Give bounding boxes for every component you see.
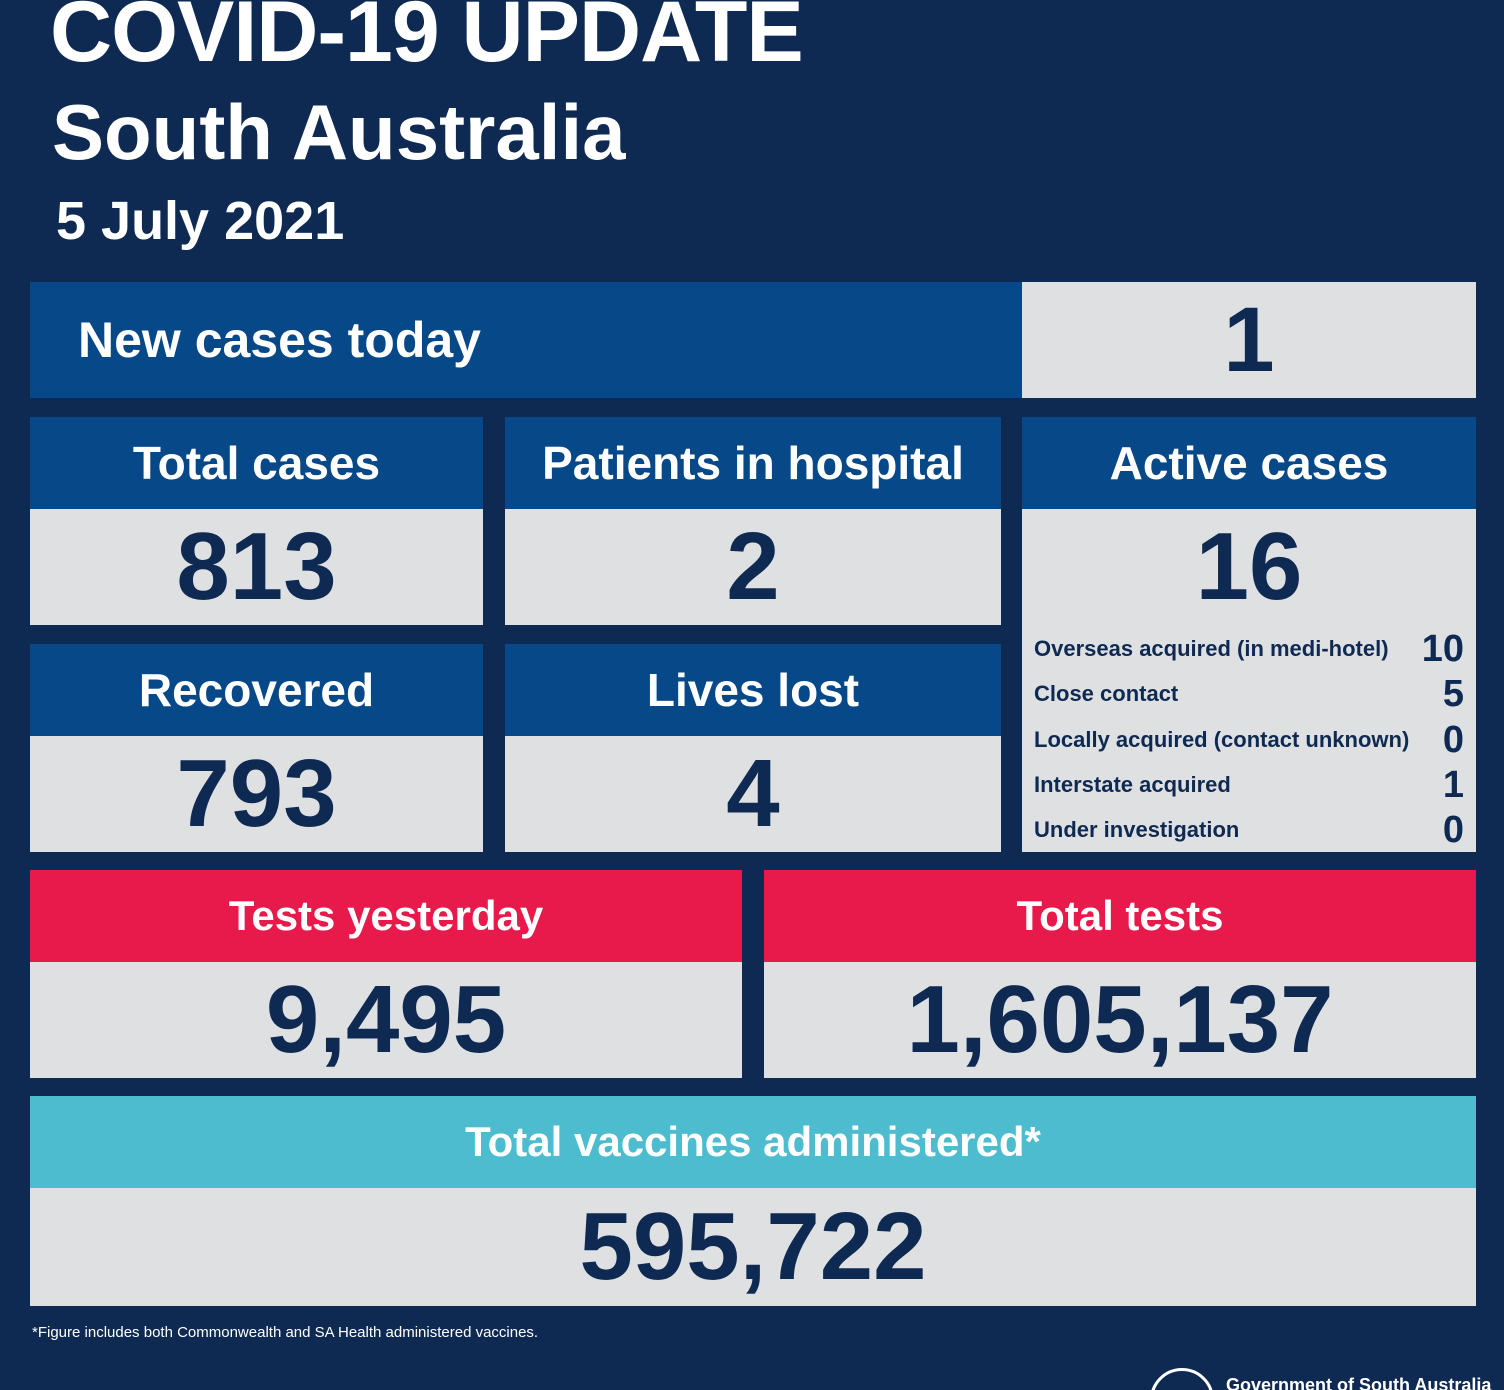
tests-yesterday-value: 9,495 — [30, 962, 742, 1078]
total-cases-value: 813 — [30, 509, 483, 625]
breakdown-label: Close contact — [1034, 681, 1179, 706]
tests-yesterday-label: Tests yesterday — [30, 870, 742, 962]
active-cases-label: Active cases — [1022, 417, 1476, 509]
breakdown-value: 10 — [1421, 627, 1464, 670]
total-tests-label: Total tests — [764, 870, 1476, 962]
breakdown-label: Under investigation — [1034, 817, 1240, 842]
breakdown-value: 0 — [1442, 718, 1464, 761]
new-cases-value: 1 — [1022, 282, 1476, 398]
government-logo: Government of South Australia — [1150, 1368, 1491, 1390]
breakdown-label: Locally acquired (contact unknown) — [1034, 727, 1410, 752]
new-cases-label: New cases today — [30, 282, 1022, 398]
breakdown-row-close-contact: Close contact 5 — [1034, 673, 1464, 715]
government-name: Government of South Australia — [1226, 1374, 1492, 1390]
lives-lost-label: Lives lost — [505, 644, 1001, 736]
hospital-value: 2 — [505, 509, 1001, 625]
total-cases-label: Total cases — [30, 417, 483, 509]
vaccines-value: 595,722 — [30, 1188, 1476, 1306]
breakdown-value: 1 — [1442, 763, 1464, 806]
breakdown-value: 0 — [1442, 808, 1464, 851]
active-cases-value: 16 — [1195, 513, 1303, 620]
vaccines-label: Total vaccines administered* — [30, 1096, 1476, 1188]
active-cases-panel — [1022, 509, 1476, 852]
report-date: 5 July 2021 — [56, 191, 345, 251]
state-seal-icon — [1150, 1368, 1214, 1390]
breakdown-label: Overseas acquired (in medi-hotel) — [1034, 636, 1389, 661]
recovered-value: 793 — [30, 736, 483, 852]
breakdown-value: 5 — [1442, 672, 1464, 715]
breakdown-row-locally-acquired: Locally acquired (contact unknown) 0 — [1034, 719, 1464, 761]
breakdown-row-overseas: Overseas acquired (in medi-hotel) 10 — [1034, 628, 1464, 670]
total-tests-value: 1,605,137 — [764, 962, 1476, 1078]
page-title: COVID-19 UPDATE — [50, 0, 804, 80]
lives-lost-value: 4 — [505, 736, 1001, 852]
footnote: *Figure includes both Commonwealth and S… — [32, 1324, 539, 1341]
breakdown-row-interstate: Interstate acquired 1 — [1034, 764, 1464, 806]
breakdown-row-under-investigation: Under investigation 0 — [1034, 809, 1464, 851]
breakdown-label: Interstate acquired — [1034, 772, 1231, 797]
recovered-label: Recovered — [30, 644, 483, 736]
region-title: South Australia — [52, 88, 626, 176]
hospital-label: Patients in hospital — [505, 417, 1001, 509]
